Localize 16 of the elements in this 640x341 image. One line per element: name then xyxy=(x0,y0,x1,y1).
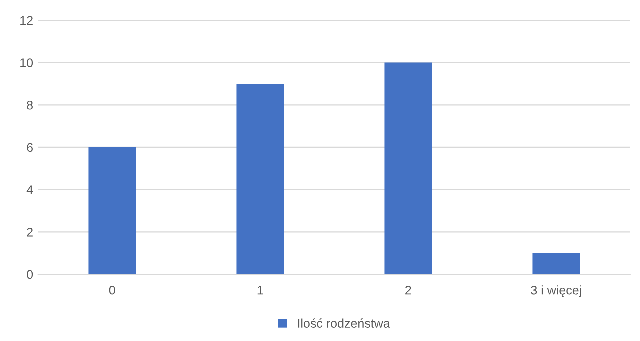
legend-label: Ilość rodzeństwa xyxy=(298,318,390,328)
x-tick-label: 3 i więcej xyxy=(531,286,582,298)
y-tick-label: 10 xyxy=(20,58,34,68)
x-tick-label: 2 xyxy=(406,286,412,295)
y-tick-label: 0 xyxy=(27,270,34,280)
y-tick-label: 6 xyxy=(27,143,33,152)
bar xyxy=(88,147,136,275)
y-tick-label: 4 xyxy=(26,186,34,194)
y-tick-label: 8 xyxy=(27,100,33,110)
bar xyxy=(384,62,432,275)
x-tick-label: 1 xyxy=(258,286,264,295)
y-tick-label: 12 xyxy=(20,16,33,25)
y-tick-label: 2 xyxy=(27,228,33,237)
bar xyxy=(236,84,284,275)
x-tick-label: 0 xyxy=(109,286,116,295)
bar xyxy=(532,253,580,275)
